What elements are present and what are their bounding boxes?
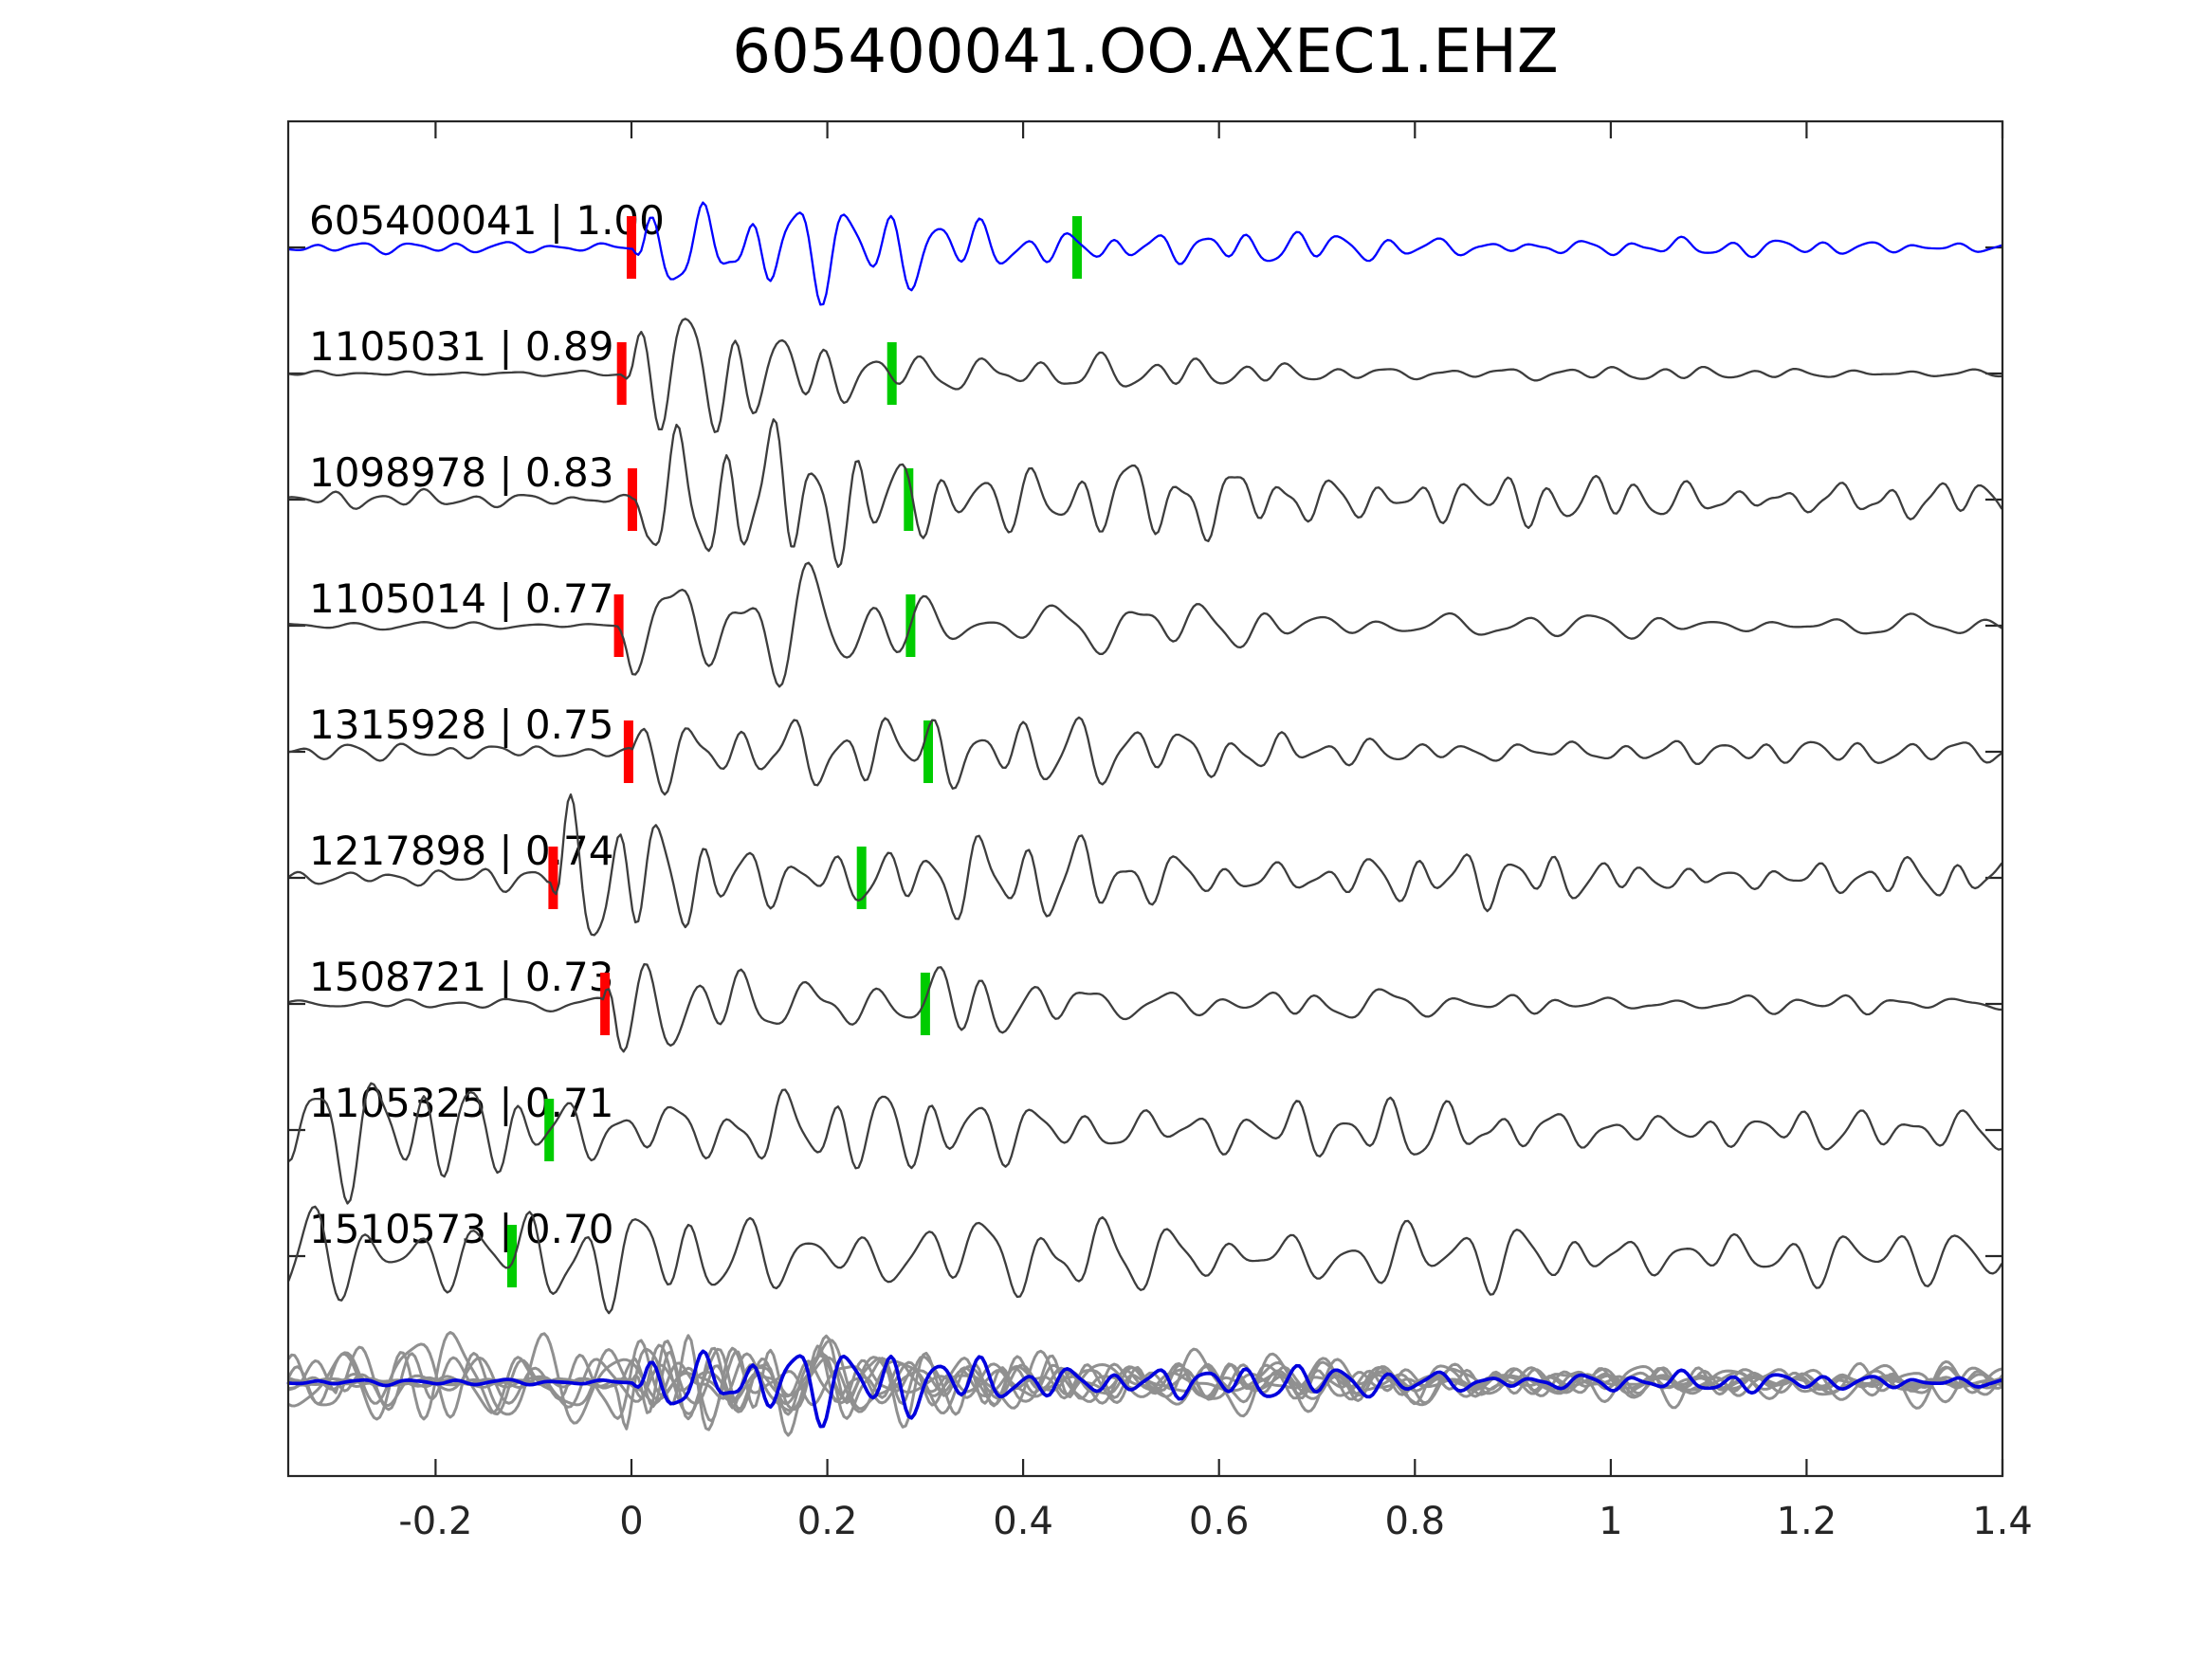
x-tick-label: 1.4 xyxy=(1972,1500,2033,1543)
trace-label: 1098978 | 0.83 xyxy=(309,449,613,496)
pick-marker-green xyxy=(856,847,867,909)
waveform-trace xyxy=(287,318,2003,433)
pick-marker-red xyxy=(600,973,611,1035)
waveform-trace xyxy=(287,793,2003,937)
waveform-trace xyxy=(287,561,2003,688)
waveform-trace xyxy=(287,716,2003,796)
trace-label: 1315928 | 0.75 xyxy=(309,702,613,748)
waveform-trace xyxy=(287,963,2003,1053)
pick-marker-red xyxy=(616,342,627,405)
waveform-trace xyxy=(287,418,2003,569)
pick-marker-green xyxy=(920,973,930,1035)
x-tick-label: 0.6 xyxy=(1189,1500,1250,1543)
pick-marker-red xyxy=(627,216,636,279)
x-tick-label: 0.2 xyxy=(797,1500,858,1543)
plot-border xyxy=(286,119,2004,1478)
waveform-trace xyxy=(287,1205,2003,1315)
stack-member-trace xyxy=(287,1339,2003,1423)
x-tick-label: 0 xyxy=(619,1500,643,1543)
stack-member-trace xyxy=(287,1331,2003,1421)
trace-label: 605400041 | 1.00 xyxy=(309,197,665,244)
pick-marker-green xyxy=(1072,216,1082,279)
pick-marker-red xyxy=(623,720,633,783)
x-tick-label: -0.2 xyxy=(398,1500,472,1543)
pick-marker-green xyxy=(507,1225,517,1287)
waveform-trace xyxy=(287,1082,2003,1205)
x-tick-label: 0.8 xyxy=(1384,1500,1445,1543)
pick-marker-red xyxy=(613,594,624,657)
pick-marker-green xyxy=(887,342,897,405)
trace-label: 1105014 | 0.77 xyxy=(309,575,613,622)
trace-label: 1508721 | 0.73 xyxy=(309,954,613,1000)
stack-overlay-trace xyxy=(286,1349,2003,1429)
pick-marker-green xyxy=(923,720,933,783)
x-tick-label: 0.4 xyxy=(993,1500,1053,1543)
x-tick-label: 1.2 xyxy=(1777,1500,1837,1543)
trace-label: 1510573 | 0.70 xyxy=(309,1206,613,1252)
trace-label: 1217898 | 0.74 xyxy=(309,828,613,874)
trace-label: 1105031 | 0.89 xyxy=(309,323,613,370)
pick-marker-red xyxy=(548,847,558,909)
plot-title: 605400041.OO.AXEC1.EHZ xyxy=(732,17,1559,87)
waveform-trace xyxy=(287,201,2003,306)
pick-marker-green xyxy=(904,468,914,531)
x-tick-label: 1 xyxy=(1599,1500,1622,1543)
